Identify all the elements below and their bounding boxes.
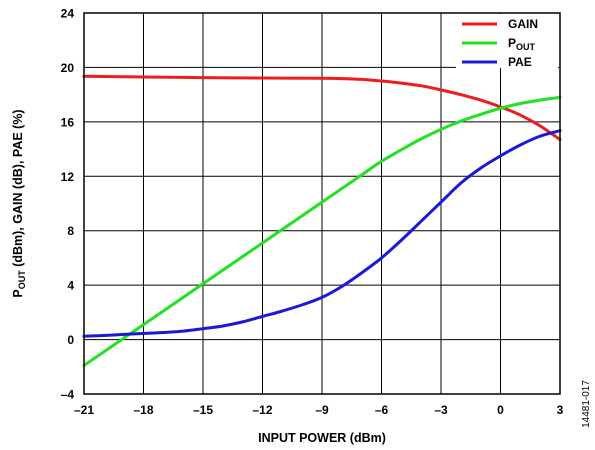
x-tick-label: –18 [133,403,153,417]
y-axis-title-p: P [11,289,25,297]
y-tick-label: 24 [61,7,75,21]
y-tick-label: 12 [61,170,75,184]
series-line-gain [82,74,562,142]
figure-id: 14481-017 [581,380,592,428]
y-axis-title-subscript: OUT [17,270,27,290]
x-tick-label: –3 [434,403,448,417]
legend-box [456,14,558,68]
x-tick-label: –12 [252,403,272,417]
y-axis-title: POUT (dBm), GAIN (dB), PAE (%) [11,109,27,297]
legend-label-pout-main: P [508,36,516,50]
x-tick-label: –15 [193,403,213,417]
y-tick-label: 4 [67,279,74,293]
x-tick-label: 0 [497,403,504,417]
y-tick-label: 8 [67,224,74,238]
series-layer [82,74,562,367]
legend-label-pout-subscript: OUT [516,42,536,52]
x-tick-label: –21 [74,403,94,417]
x-tick-label: 3 [557,403,564,417]
series-line-pout [82,95,562,367]
legend-label-gain: GAIN [508,17,538,31]
y-tick-label: 16 [61,115,75,129]
y-tick-label: 0 [67,333,74,347]
legend-label-pae: PAE [508,55,532,69]
y-tick-label: 20 [61,61,75,75]
x-axis-title: INPUT POWER (dBm) [258,431,386,445]
x-tick-label: –9 [315,403,329,417]
legend: GAIN POUT PAE [456,14,558,69]
plot-frame [83,12,561,395]
y-tick-label: –4 [61,388,75,402]
x-tick-label: –6 [375,403,389,417]
series-line-pae [82,129,562,338]
ticks: –21 –18 –15 –12 –9 –6 –3 0 3 –4 0 4 8 12 16 20 24 [61,7,564,418]
y-axis-title-rest: (dBm), GAIN (dB), PAE (%) [11,109,25,270]
legend-label-pout: POUT [508,36,536,52]
